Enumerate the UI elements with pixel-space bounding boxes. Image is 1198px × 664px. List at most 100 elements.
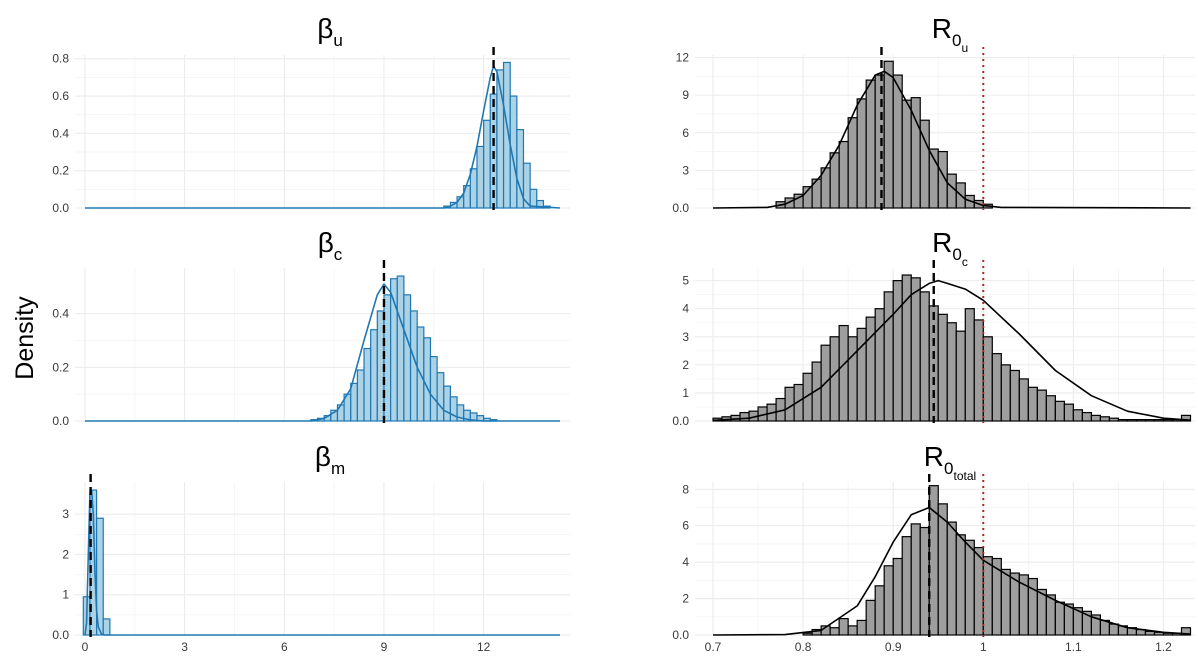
y-tick-label: 3 [682,330,689,344]
histogram-bar [371,330,378,421]
x-tick-label: 1.1 [1065,640,1082,654]
histogram-bar [1163,420,1172,421]
histogram-bar [866,600,875,635]
y-tick-label: 4 [682,302,689,316]
histogram-bar [911,524,920,635]
histogram-bar [947,174,956,208]
histogram-bar [920,528,929,635]
histogram-bar [830,153,839,208]
histogram-bar [1001,365,1010,421]
histogram-bar [911,278,920,421]
histogram-bar [484,120,491,208]
x-tick-label: 0.9 [885,640,902,654]
histogram-bar [1145,420,1154,421]
histogram-bar [893,75,902,208]
histogram-bar [357,370,364,421]
y-tick-label: 0.0 [52,628,69,642]
histogram-bar [530,189,537,208]
histogram-bar [1055,401,1064,421]
histogram-bar [956,535,965,635]
histogram-bar [1046,595,1055,635]
histogram-bar [902,100,911,208]
y-tick-label: 4 [682,555,689,569]
histogram-bar [830,337,839,421]
histogram-bar [1001,569,1010,635]
histogram-bar [1037,390,1046,421]
histogram-bar [1019,379,1028,421]
y-tick-label: 0.2 [52,360,69,374]
panel-R0_total: 0.7 0.8 0.9 1 1.1 1.20.02468R0total [672,441,1195,654]
y-tick-label: 9 [682,88,689,102]
x-tick-label: 1 [980,640,987,654]
y-tick-label: 0.0 [52,201,69,215]
histogram-bar [974,320,983,421]
density-curve [85,490,560,635]
histogram-bar [1064,404,1073,421]
histogram-bar [893,281,902,421]
histogram-bar [740,413,749,421]
histogram-bar [1037,589,1046,635]
panel-title: R0total [924,441,976,483]
histogram-bar [893,559,902,636]
histogram-bar [839,619,848,635]
x-tick-label: 12 [477,640,491,654]
histogram-bar [1010,370,1019,421]
y-tick-label: 0.6 [52,89,69,103]
x-tick-label: 6 [281,640,288,654]
y-tick-label: 0.2 [52,164,69,178]
histogram-bar [437,373,444,421]
panel-title: βm [315,441,345,478]
histogram-bar [848,337,857,421]
histogram-bar [1028,387,1037,421]
y-tick-label: 3 [682,163,689,177]
y-tick-label: 0.0 [672,628,689,642]
panel-title: R0u [932,13,968,55]
y-tick-label: 0.8 [52,52,69,66]
histogram-bar [983,337,992,421]
panels-group: 0.00.20.40.60.8βu0.036912R0u0.00.20.4βc0… [52,13,1195,654]
histogram-bar [1145,631,1154,635]
histogram-bar [902,537,911,635]
panel-beta_u: 0.0 0.2 0.4 0.6 0.8 βu [52,13,570,215]
histogram-bar [364,349,371,421]
x-tick-label: 9 [381,640,388,654]
histogram-bar [1154,420,1163,421]
histogram-bar [875,586,884,635]
density-curve [85,284,560,421]
y-tick-label: 2 [682,592,689,606]
panel-R0_u: 0.0 3 6 9 12 R0u [672,13,1195,215]
histogram-bar [470,169,477,208]
y-tick-label: 0.4 [52,307,69,321]
y-tick-label: 6 [682,126,689,140]
histogram-bar [1118,420,1127,421]
y-tick-label: 0.0 [672,201,689,215]
y-tick-label: 12 [676,51,690,65]
y-tick-label: 0.0 [52,414,69,428]
panel-beta_c: 0.0 0.2 0.4 βc [52,227,570,428]
histogram-bar [839,142,848,208]
histogram-bar [848,118,857,208]
histogram-bar [866,317,875,421]
histogram-bar [866,80,875,208]
histogram-bar [477,146,484,208]
histogram-bar [857,99,866,208]
x-tick-label: 0 [82,640,89,654]
histogram-bar [1109,624,1118,635]
panel-R0_c: 0.012345R0c [672,227,1195,428]
histogram-bar [884,566,893,635]
y-tick-label: 5 [682,274,689,288]
histogram-bar [1100,417,1109,421]
histogram-bar [956,331,965,421]
histogram-bar [920,292,929,421]
y-axis-label: Density [11,296,39,380]
histogram-bar [875,75,884,208]
panel-title: βu [317,13,343,50]
histogram-bar [1082,413,1091,421]
panel-title: βc [318,227,343,264]
histogram-bar [397,276,404,421]
y-tick-label: 6 [682,519,689,533]
density-curve [713,71,1191,208]
histogram-bar [444,386,451,421]
histogram-bar [1136,420,1145,421]
histogram-bar [1109,418,1118,421]
